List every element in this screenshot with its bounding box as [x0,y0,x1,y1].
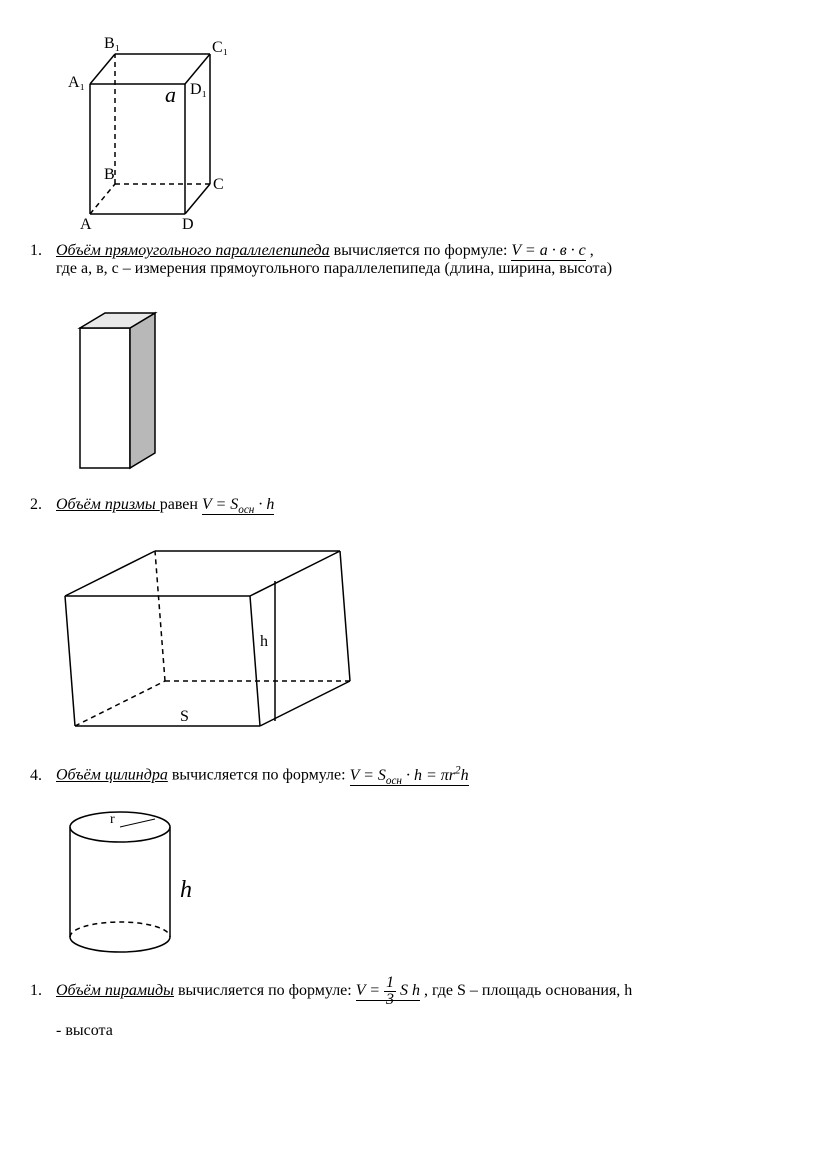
cyl-h-label: h [180,877,192,903]
label-B1: B₁ [104,35,120,52]
item-term: Объём цилиндра [56,767,168,784]
prism-figure: h S [50,526,786,756]
formula: V = a · в · c [511,242,585,261]
cylinder-svg: r h [50,797,210,967]
text: равен [160,496,202,513]
text: , где S – площадь основания, h [420,982,632,999]
cylinder-figure: r h [50,797,786,967]
continuation: где а, в, с – измерения прямоугольного п… [56,260,786,278]
label-a: a [165,82,176,107]
item-term: Объём пирамиды [56,982,174,999]
continuation: - высота [56,1022,786,1040]
cube-figure: A B C D A₁ B₁ C₁ D₁ a [50,24,786,234]
formula: V = 13 S h [356,982,420,1001]
label-C: C [213,176,224,193]
text: , [586,242,594,259]
item-number: 4. [30,767,52,785]
cube-svg: A B C D A₁ B₁ C₁ D₁ a [50,24,250,234]
item-1: 1. Объём прямоугольного параллелепипеда … [30,242,786,278]
label-C1: C₁ [212,39,228,56]
item-4: 4. Объём цилиндра вычисляется по формуле… [30,764,786,787]
prism-svg: h S [50,526,390,756]
text: вычисляется по формуле: [168,767,350,784]
label-D1: D₁ [190,81,207,98]
label-D: D [182,216,194,233]
item-number: 1. [30,242,52,260]
formula: V = Sосн · h [202,496,274,515]
cyl-r-label: r [110,812,115,827]
item-2: 2. Объём призмы равен V = Sосн · h [30,496,786,516]
text: вычисляется по формуле: [330,242,512,259]
item-pyramid: 1. Объём пирамиды вычисляется по формуле… [30,975,786,1040]
box-svg [50,288,190,488]
prism-h-label: h [260,633,268,650]
item-term: Объём призмы [56,496,160,513]
prism-S-label: S [180,708,189,725]
text: вычисляется по формуле: [174,982,356,999]
formula: V = Sосн · h = πr2h [350,767,469,786]
box-figure [50,288,786,488]
item-term: Объём прямоугольного параллелепипеда [56,242,330,259]
label-A1: A₁ [68,74,85,91]
item-number: 2. [30,496,52,514]
label-A: A [80,216,92,233]
item-number: 1. [30,982,52,1000]
label-B: B [104,166,115,183]
